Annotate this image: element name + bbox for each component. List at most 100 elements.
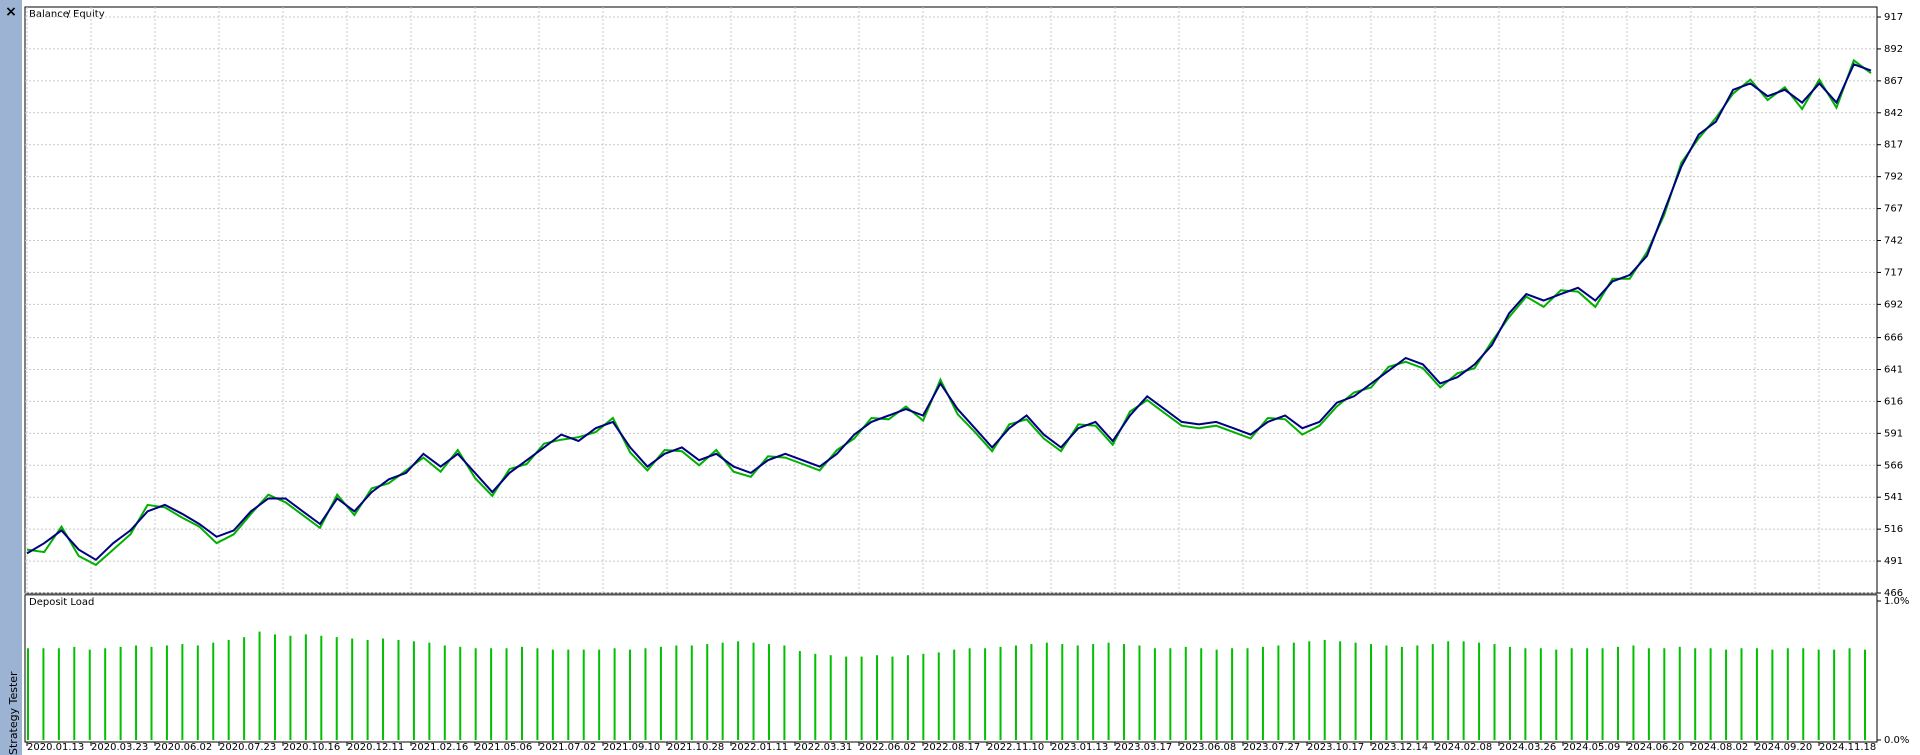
x-tick-label: 2021.09.10 (603, 742, 660, 753)
bar (1447, 641, 1450, 740)
y-tick-label: 867 (1884, 76, 1903, 87)
bar (1292, 642, 1295, 740)
bar (1277, 645, 1280, 740)
bar (227, 639, 230, 740)
bar (721, 642, 724, 740)
side-title: Strategy Tester (7, 671, 20, 755)
bar (505, 648, 508, 740)
bar (258, 631, 261, 740)
bar (1231, 648, 1234, 740)
bar (1153, 648, 1156, 740)
y-tick-label: 767 (1884, 204, 1903, 215)
bar (1014, 645, 1017, 740)
bar (999, 646, 1002, 740)
y-tick-label: 666 (1884, 333, 1903, 344)
y-tick-label: 792 (1884, 172, 1903, 183)
x-tick-label: 2021.07.02 (539, 742, 596, 753)
bar (1586, 648, 1589, 740)
bar (42, 648, 45, 740)
bar (644, 648, 647, 740)
bar (1400, 646, 1403, 740)
bar (397, 639, 400, 740)
bar (1864, 649, 1866, 740)
x-tick-label: 2023.06.08 (1179, 742, 1236, 753)
y-tick-label: 917 (1884, 12, 1903, 23)
bar (706, 644, 709, 740)
bar (1169, 648, 1172, 740)
bar (860, 656, 863, 740)
x-tick-label: 2023.01.13 (1051, 742, 1108, 753)
bar (1462, 641, 1465, 740)
x-tick-label: 2023.03.17 (1115, 742, 1172, 753)
x-tick-label: 2021.02.16 (411, 742, 468, 753)
bar (567, 649, 570, 740)
panel-title: Deposit Load (29, 597, 94, 608)
bar (891, 656, 894, 740)
bar (1200, 648, 1203, 740)
bar (829, 655, 832, 740)
bar (1092, 644, 1095, 740)
bar (73, 646, 76, 740)
y-tick-label: 692 (1884, 299, 1903, 310)
bar (1431, 644, 1434, 740)
bar (582, 649, 585, 740)
bar (165, 645, 168, 740)
bar (1107, 642, 1110, 740)
bar (1755, 648, 1758, 740)
x-tick-label: 2021.05.06 (475, 742, 532, 753)
bar (629, 649, 632, 740)
main-panel (24, 6, 1878, 594)
bar (196, 645, 199, 740)
bar (1045, 642, 1048, 740)
bar (1370, 644, 1373, 740)
y-tick-label: 742 (1884, 236, 1903, 247)
bar (783, 645, 786, 740)
bar (845, 656, 848, 740)
y-tick-label: 541 (1884, 492, 1903, 503)
bar (953, 649, 956, 740)
bar (1539, 648, 1542, 740)
bar (906, 655, 909, 740)
close-button[interactable]: × (5, 4, 17, 20)
bar (551, 649, 554, 740)
bar (1138, 645, 1141, 740)
bar (443, 645, 446, 740)
x-tick-label: 2022.06.02 (859, 742, 916, 753)
bar (1508, 646, 1511, 740)
bar (814, 653, 817, 740)
bar (1184, 646, 1187, 740)
bar (320, 635, 323, 740)
x-tick-label: 2021.10.28 (667, 742, 724, 753)
y-tick-label: 842 (1884, 108, 1903, 119)
bar (1416, 645, 1419, 740)
bar (1061, 644, 1064, 740)
bar (474, 648, 477, 740)
bar (767, 644, 770, 740)
bar (119, 646, 122, 740)
bar (1524, 648, 1527, 740)
bar (1817, 649, 1820, 740)
series-line (26, 63, 1872, 562)
bar (598, 649, 601, 740)
y-tick-label: 591 (1884, 428, 1903, 439)
bar (1030, 644, 1033, 740)
bar (752, 642, 755, 740)
bar (412, 641, 415, 740)
x-tick-label: 2020.01.13 (27, 742, 84, 753)
x-tick-label: 2024.02.08 (1435, 742, 1492, 753)
x-tick-label: 2020.07.23 (219, 742, 276, 753)
bar (1694, 648, 1697, 740)
legend: Balance / Equity (29, 9, 105, 20)
x-tick-label: 2024.11.18 (1819, 742, 1876, 753)
bar (273, 634, 276, 740)
bar (1709, 648, 1712, 740)
bar (1308, 641, 1311, 740)
bar (1261, 646, 1264, 740)
bar (459, 646, 462, 740)
bar (690, 645, 693, 740)
bar (428, 642, 431, 740)
y-tick-label: 566 (1884, 460, 1903, 471)
bar (1725, 649, 1728, 740)
